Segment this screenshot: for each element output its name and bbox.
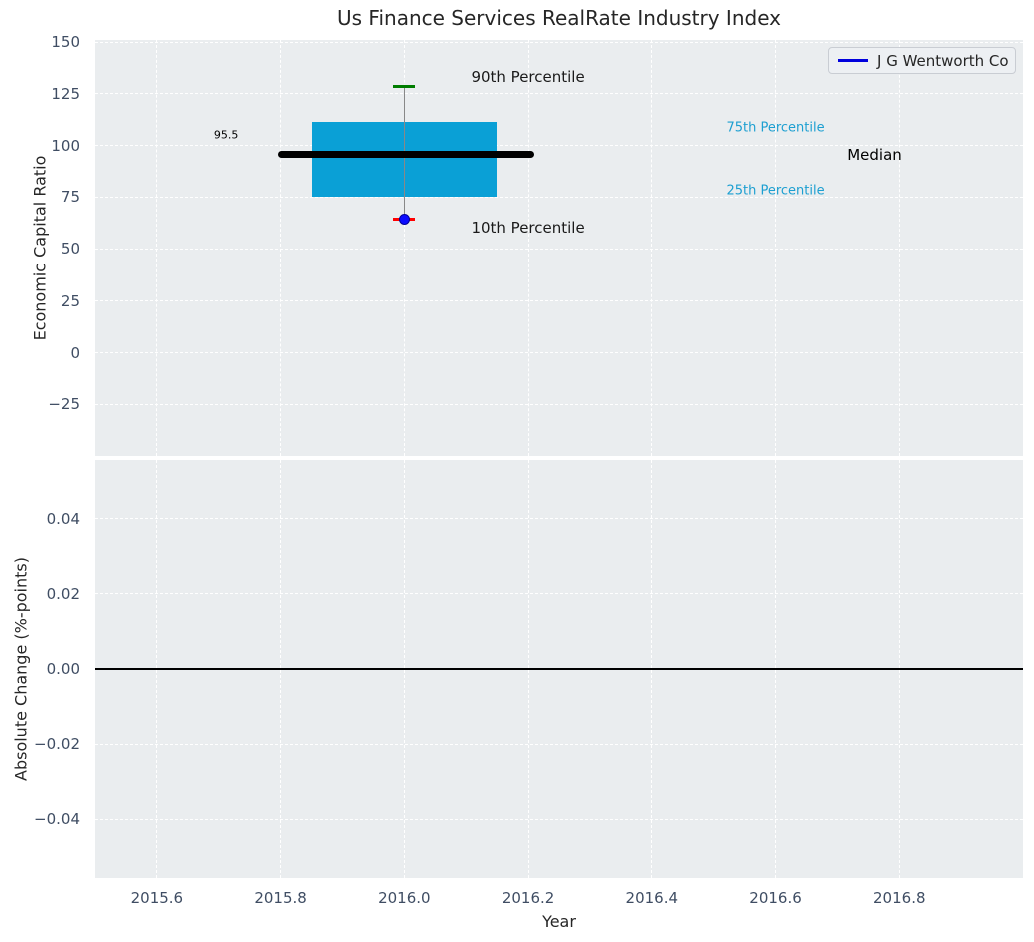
zero-reference-line bbox=[95, 668, 1023, 670]
x-tick-2015.6: 2015.6 bbox=[130, 889, 184, 907]
y-tick-50: 50 bbox=[60, 240, 80, 259]
p10-marker-dot bbox=[398, 213, 410, 225]
y-tick-0.02: 0.02 bbox=[46, 584, 80, 603]
gridline-x-2016.8 bbox=[898, 40, 900, 456]
gridline-x-2015.6 bbox=[156, 40, 158, 456]
y-tick-−25: −25 bbox=[48, 395, 80, 414]
x-tick-2016.4: 2016.4 bbox=[625, 889, 679, 907]
p75-label: 75th Percentile bbox=[726, 120, 825, 136]
axes-top-economic-capital-ratio: 95.5 90th Percentile 10th Percentile 75th P… bbox=[95, 40, 1023, 456]
gridline-y-−0.02 bbox=[95, 743, 1023, 745]
gridline-y-0.04 bbox=[95, 518, 1023, 520]
legend-label: J G Wentworth Co bbox=[877, 51, 1009, 70]
gridline-x-2016.2 bbox=[527, 40, 529, 456]
legend: J G Wentworth Co bbox=[828, 47, 1016, 74]
gridline-y-−25 bbox=[95, 403, 1023, 405]
gridline-y-125 bbox=[95, 93, 1023, 95]
x-tick-2016.6: 2016.6 bbox=[749, 889, 802, 907]
y-tick-150: 150 bbox=[51, 33, 80, 52]
gridline-y-75 bbox=[95, 196, 1023, 198]
gridline-x-2016.0 bbox=[403, 40, 405, 456]
gridline-y-0.02 bbox=[95, 593, 1023, 595]
gridline-y-100 bbox=[95, 145, 1023, 147]
x-tick-2016.8: 2016.8 bbox=[873, 889, 926, 907]
y-tick-0: 0 bbox=[70, 343, 80, 362]
gridline-x-2015.8 bbox=[280, 40, 282, 456]
gridline-y-−0.04 bbox=[95, 818, 1023, 820]
x-axis-label: Year bbox=[542, 912, 576, 931]
y-tick-−0.02: −0.02 bbox=[34, 735, 80, 754]
p90-label: 90th Percentile bbox=[471, 68, 585, 87]
y-tick-125: 125 bbox=[51, 84, 80, 103]
gridline-x-2016.4 bbox=[651, 40, 653, 456]
legend-line-sample bbox=[838, 59, 868, 62]
gridline-y-0 bbox=[95, 352, 1023, 354]
y-tick-100: 100 bbox=[51, 136, 80, 155]
x-tick-2015.8: 2015.8 bbox=[254, 889, 307, 907]
p25-label: 25th Percentile bbox=[726, 183, 825, 199]
y-tick-0.00: 0.00 bbox=[46, 660, 80, 678]
median-line bbox=[277, 151, 535, 159]
gridline-y-150 bbox=[95, 41, 1023, 43]
y-tick-75: 75 bbox=[60, 188, 80, 207]
p90-cap bbox=[393, 85, 416, 89]
chart-title: Us Finance Services RealRate Industry In… bbox=[337, 6, 781, 30]
p10-label: 10th Percentile bbox=[471, 219, 585, 238]
y-tick-0.04: 0.04 bbox=[46, 509, 80, 528]
median-value-label: 95.5 bbox=[213, 128, 239, 142]
gridline-x-2016.6 bbox=[775, 40, 777, 456]
gridline-y-25 bbox=[95, 300, 1023, 302]
y-tick-25: 25 bbox=[60, 291, 80, 310]
x-tick-2016.0: 2016.0 bbox=[378, 889, 431, 907]
gridline-y-50 bbox=[95, 248, 1023, 250]
median-label: Median bbox=[847, 145, 902, 164]
axes-bottom-absolute-change bbox=[95, 460, 1023, 878]
y-tick-−0.04: −0.04 bbox=[34, 810, 80, 829]
x-tick-2016.2: 2016.2 bbox=[501, 889, 555, 907]
